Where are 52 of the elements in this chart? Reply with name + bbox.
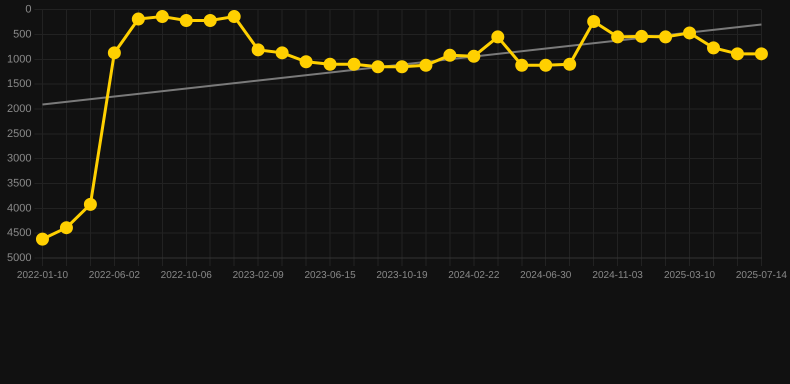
point xyxy=(324,58,337,71)
y-tick-label: 2000 xyxy=(6,102,32,115)
y-tick-label: 1000 xyxy=(6,53,32,66)
point xyxy=(539,58,552,72)
point xyxy=(276,46,289,60)
point xyxy=(635,30,648,43)
x-tick-label: 2024-06-30 xyxy=(520,270,572,281)
point xyxy=(204,14,217,28)
x-tick-label: 2025-07-14 xyxy=(736,270,788,281)
point xyxy=(467,50,480,63)
y-tick-label: 4500 xyxy=(6,227,32,240)
point xyxy=(659,30,672,44)
point xyxy=(754,47,768,60)
x-tick-label: 2022-01-10 xyxy=(16,270,68,281)
y-tick-label: 5000 xyxy=(6,252,32,264)
point xyxy=(348,58,361,71)
point xyxy=(515,58,528,72)
x-tick-label: 2023-06-15 xyxy=(304,270,356,281)
point xyxy=(132,12,145,26)
point xyxy=(60,221,73,234)
x-tick-label: 2024-02-22 xyxy=(448,270,500,281)
point xyxy=(228,10,241,24)
point xyxy=(180,14,193,28)
point xyxy=(371,60,384,74)
point xyxy=(587,15,600,28)
y-tick-label: 4000 xyxy=(6,202,32,214)
point xyxy=(491,30,504,44)
point xyxy=(706,41,720,54)
y-tick-label: 500 xyxy=(13,28,32,40)
point xyxy=(611,30,624,44)
point xyxy=(156,10,169,24)
point xyxy=(252,43,265,56)
point xyxy=(419,58,432,72)
y-tick-label: 2500 xyxy=(6,128,32,140)
y-tick-label: 1500 xyxy=(6,78,32,90)
x-tick-label: 2024-11-03 xyxy=(592,270,644,281)
point xyxy=(683,26,696,40)
x-tick-label: 2025-03-10 xyxy=(664,270,716,281)
point xyxy=(395,60,408,74)
y-tick-label: 3000 xyxy=(6,152,32,165)
point xyxy=(443,48,456,62)
y-tick-label: 0 xyxy=(25,4,32,16)
point xyxy=(563,58,576,71)
y-tick-label: 3500 xyxy=(6,178,32,190)
x-tick-label: 2022-10-06 xyxy=(160,270,212,281)
point xyxy=(84,198,97,211)
x-tick-label: 2023-02-09 xyxy=(232,270,284,281)
point xyxy=(108,46,121,60)
x-tick-label: 2023-10-19 xyxy=(376,270,428,281)
point xyxy=(730,47,744,60)
x-tick-label: 2022-06-02 xyxy=(88,270,140,281)
point xyxy=(300,55,313,68)
